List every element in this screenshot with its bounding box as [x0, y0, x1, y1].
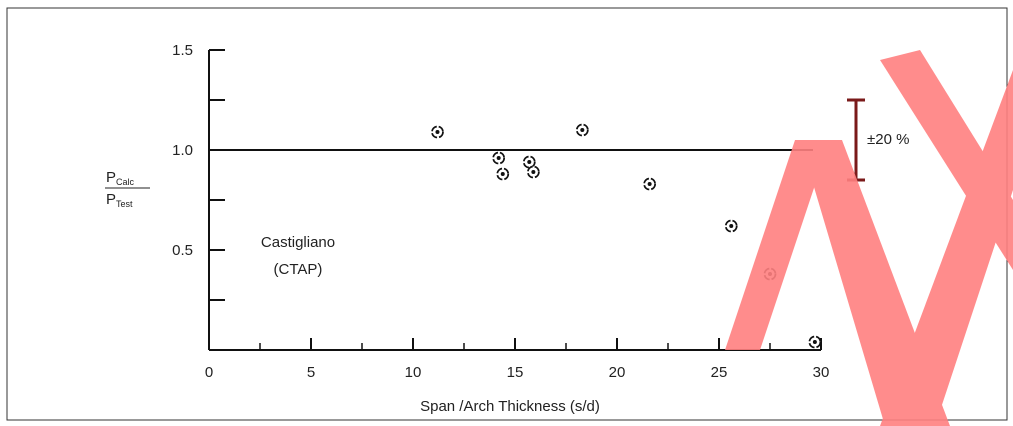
x-tick-label: 5	[307, 364, 315, 381]
x-tick-label: 10	[405, 364, 422, 381]
axes: 0 5 10 15 20 25 30 0.5 1.0 1.5	[172, 42, 829, 381]
error-bar-label: ±20 %	[867, 131, 909, 148]
y-axis-title: PCalc PTest	[105, 169, 150, 209]
y-tick-label: 1.0	[172, 142, 193, 159]
data-point	[431, 125, 444, 139]
data-points	[431, 123, 822, 349]
data-point	[522, 155, 536, 169]
annotation-line-1: Castigliano	[261, 234, 335, 251]
watermark-stroke	[880, 50, 1013, 270]
data-point	[808, 335, 822, 349]
x-tick-label: 15	[507, 364, 524, 381]
data-point	[496, 167, 510, 181]
y-axis-denominator: PTest	[106, 191, 133, 209]
data-point	[526, 165, 540, 179]
x-tick-label: 25	[711, 364, 728, 381]
data-point	[575, 123, 589, 137]
x-tick-label: 0	[205, 364, 213, 381]
y-axis-numerator: PCalc	[106, 169, 135, 187]
annotation-line-2: (CTAP)	[274, 261, 323, 278]
data-point	[724, 219, 738, 233]
data-point	[492, 151, 506, 165]
data-point	[643, 177, 657, 191]
watermark-stroke	[725, 140, 830, 350]
x-tick-label: 20	[609, 364, 626, 381]
x-axis-title: Span /Arch Thickness (s/d)	[420, 398, 600, 415]
y-tick-label: 0.5	[172, 242, 193, 259]
y-tick-label: 1.5	[172, 42, 193, 59]
watermark	[725, 50, 1013, 426]
x-tick-label: 30	[813, 364, 830, 381]
